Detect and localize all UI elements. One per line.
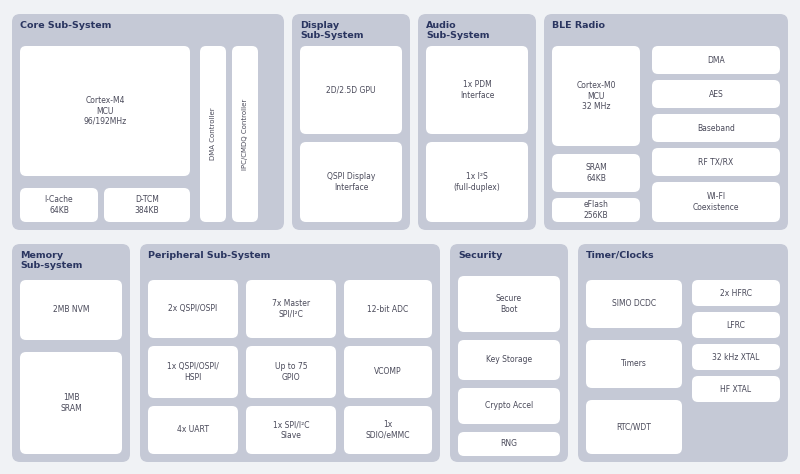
FancyBboxPatch shape	[692, 280, 780, 306]
FancyBboxPatch shape	[458, 432, 560, 456]
FancyBboxPatch shape	[578, 244, 788, 462]
Text: BLE Radio: BLE Radio	[552, 21, 605, 30]
Text: Cortex-M4
MCU
96/192MHz: Cortex-M4 MCU 96/192MHz	[83, 96, 126, 126]
FancyBboxPatch shape	[12, 14, 284, 230]
FancyBboxPatch shape	[246, 406, 336, 454]
FancyBboxPatch shape	[652, 46, 780, 74]
FancyBboxPatch shape	[246, 280, 336, 338]
Text: 1x
SDIO/eMMC: 1x SDIO/eMMC	[366, 420, 410, 440]
FancyBboxPatch shape	[344, 406, 432, 454]
Text: 2x QSPI/OSPI: 2x QSPI/OSPI	[168, 304, 218, 313]
FancyBboxPatch shape	[232, 46, 258, 222]
FancyBboxPatch shape	[586, 280, 682, 328]
Text: LFRC: LFRC	[726, 320, 746, 329]
FancyBboxPatch shape	[344, 280, 432, 338]
FancyBboxPatch shape	[426, 142, 528, 222]
Text: I-Cache
64KB: I-Cache 64KB	[45, 195, 74, 215]
Text: Up to 75
GPIO: Up to 75 GPIO	[274, 362, 307, 382]
FancyBboxPatch shape	[140, 244, 440, 462]
Text: 1x QSPI/OSPI/
HSPI: 1x QSPI/OSPI/ HSPI	[167, 362, 219, 382]
FancyBboxPatch shape	[586, 400, 682, 454]
Text: D-TCM
384KB: D-TCM 384KB	[134, 195, 159, 215]
FancyBboxPatch shape	[200, 46, 226, 222]
FancyBboxPatch shape	[344, 346, 432, 398]
FancyBboxPatch shape	[692, 344, 780, 370]
FancyBboxPatch shape	[246, 346, 336, 398]
FancyBboxPatch shape	[450, 244, 568, 462]
Text: SIMO DCDC: SIMO DCDC	[612, 300, 656, 309]
FancyBboxPatch shape	[586, 340, 682, 388]
FancyBboxPatch shape	[458, 276, 560, 332]
FancyBboxPatch shape	[552, 198, 640, 222]
Text: eFlash
256KB: eFlash 256KB	[583, 201, 609, 220]
Text: Core Sub-System: Core Sub-System	[20, 21, 111, 30]
Text: Memory
Sub-system: Memory Sub-system	[20, 251, 82, 270]
Text: 1x SPI/I²C
Slave: 1x SPI/I²C Slave	[273, 420, 310, 440]
FancyBboxPatch shape	[104, 188, 190, 222]
Text: Peripheral Sub-System: Peripheral Sub-System	[148, 251, 270, 260]
FancyBboxPatch shape	[300, 46, 402, 134]
FancyBboxPatch shape	[20, 352, 122, 454]
Text: HF XTAL: HF XTAL	[721, 384, 751, 393]
Text: DMA Controller: DMA Controller	[210, 108, 216, 160]
Text: Key Storage: Key Storage	[486, 356, 532, 365]
Text: 2D/2.5D GPU: 2D/2.5D GPU	[326, 85, 376, 94]
Text: 1MB
SRAM: 1MB SRAM	[60, 393, 82, 413]
FancyBboxPatch shape	[692, 312, 780, 338]
FancyBboxPatch shape	[652, 80, 780, 108]
Text: SRAM
64KB: SRAM 64KB	[585, 164, 607, 182]
Text: 2x HFRC: 2x HFRC	[720, 289, 752, 298]
Text: Baseband: Baseband	[697, 124, 735, 133]
FancyBboxPatch shape	[20, 188, 98, 222]
FancyBboxPatch shape	[426, 46, 528, 134]
Text: Display
Sub-System: Display Sub-System	[300, 21, 363, 40]
FancyBboxPatch shape	[544, 14, 788, 230]
FancyBboxPatch shape	[552, 46, 640, 146]
FancyBboxPatch shape	[458, 340, 560, 380]
Text: DMA: DMA	[707, 55, 725, 64]
FancyBboxPatch shape	[652, 148, 780, 176]
Text: 2MB NVM: 2MB NVM	[53, 306, 90, 315]
FancyBboxPatch shape	[300, 142, 402, 222]
Text: Cortex-M0
MCU
32 MHz: Cortex-M0 MCU 32 MHz	[576, 81, 616, 111]
FancyBboxPatch shape	[458, 388, 560, 424]
Text: RTC/WDT: RTC/WDT	[617, 422, 651, 431]
Text: 1x PDM
Interface: 1x PDM Interface	[460, 80, 494, 100]
Text: RF TX/RX: RF TX/RX	[698, 157, 734, 166]
FancyBboxPatch shape	[652, 182, 780, 222]
Text: IPC/CMDQ Controller: IPC/CMDQ Controller	[242, 99, 248, 170]
FancyBboxPatch shape	[148, 346, 238, 398]
Text: Timers: Timers	[621, 359, 647, 368]
Text: 32 kHz XTAL: 32 kHz XTAL	[712, 353, 760, 362]
FancyBboxPatch shape	[652, 114, 780, 142]
FancyBboxPatch shape	[12, 244, 130, 462]
Text: AES: AES	[709, 90, 723, 99]
Text: QSPI Display
Interface: QSPI Display Interface	[327, 173, 375, 191]
Text: Secure
Boot: Secure Boot	[496, 294, 522, 314]
FancyBboxPatch shape	[292, 14, 410, 230]
Text: Audio
Sub-System: Audio Sub-System	[426, 21, 490, 40]
Text: 12-bit ADC: 12-bit ADC	[367, 304, 409, 313]
FancyBboxPatch shape	[20, 280, 122, 340]
Text: Timer/Clocks: Timer/Clocks	[586, 251, 654, 260]
FancyBboxPatch shape	[20, 46, 190, 176]
FancyBboxPatch shape	[552, 154, 640, 192]
Text: Security: Security	[458, 251, 502, 260]
Text: VCOMP: VCOMP	[374, 367, 402, 376]
FancyBboxPatch shape	[692, 376, 780, 402]
Text: 7x Master
SPI/I²C: 7x Master SPI/I²C	[272, 299, 310, 319]
Text: Crypto Accel: Crypto Accel	[485, 401, 533, 410]
Text: WI-FI
Coexistence: WI-FI Coexistence	[693, 192, 739, 212]
FancyBboxPatch shape	[418, 14, 536, 230]
Text: 4x UART: 4x UART	[177, 426, 209, 435]
Text: RNG: RNG	[501, 439, 518, 448]
FancyBboxPatch shape	[148, 406, 238, 454]
FancyBboxPatch shape	[148, 280, 238, 338]
Text: 1x I²S
(full-duplex): 1x I²S (full-duplex)	[454, 173, 500, 191]
